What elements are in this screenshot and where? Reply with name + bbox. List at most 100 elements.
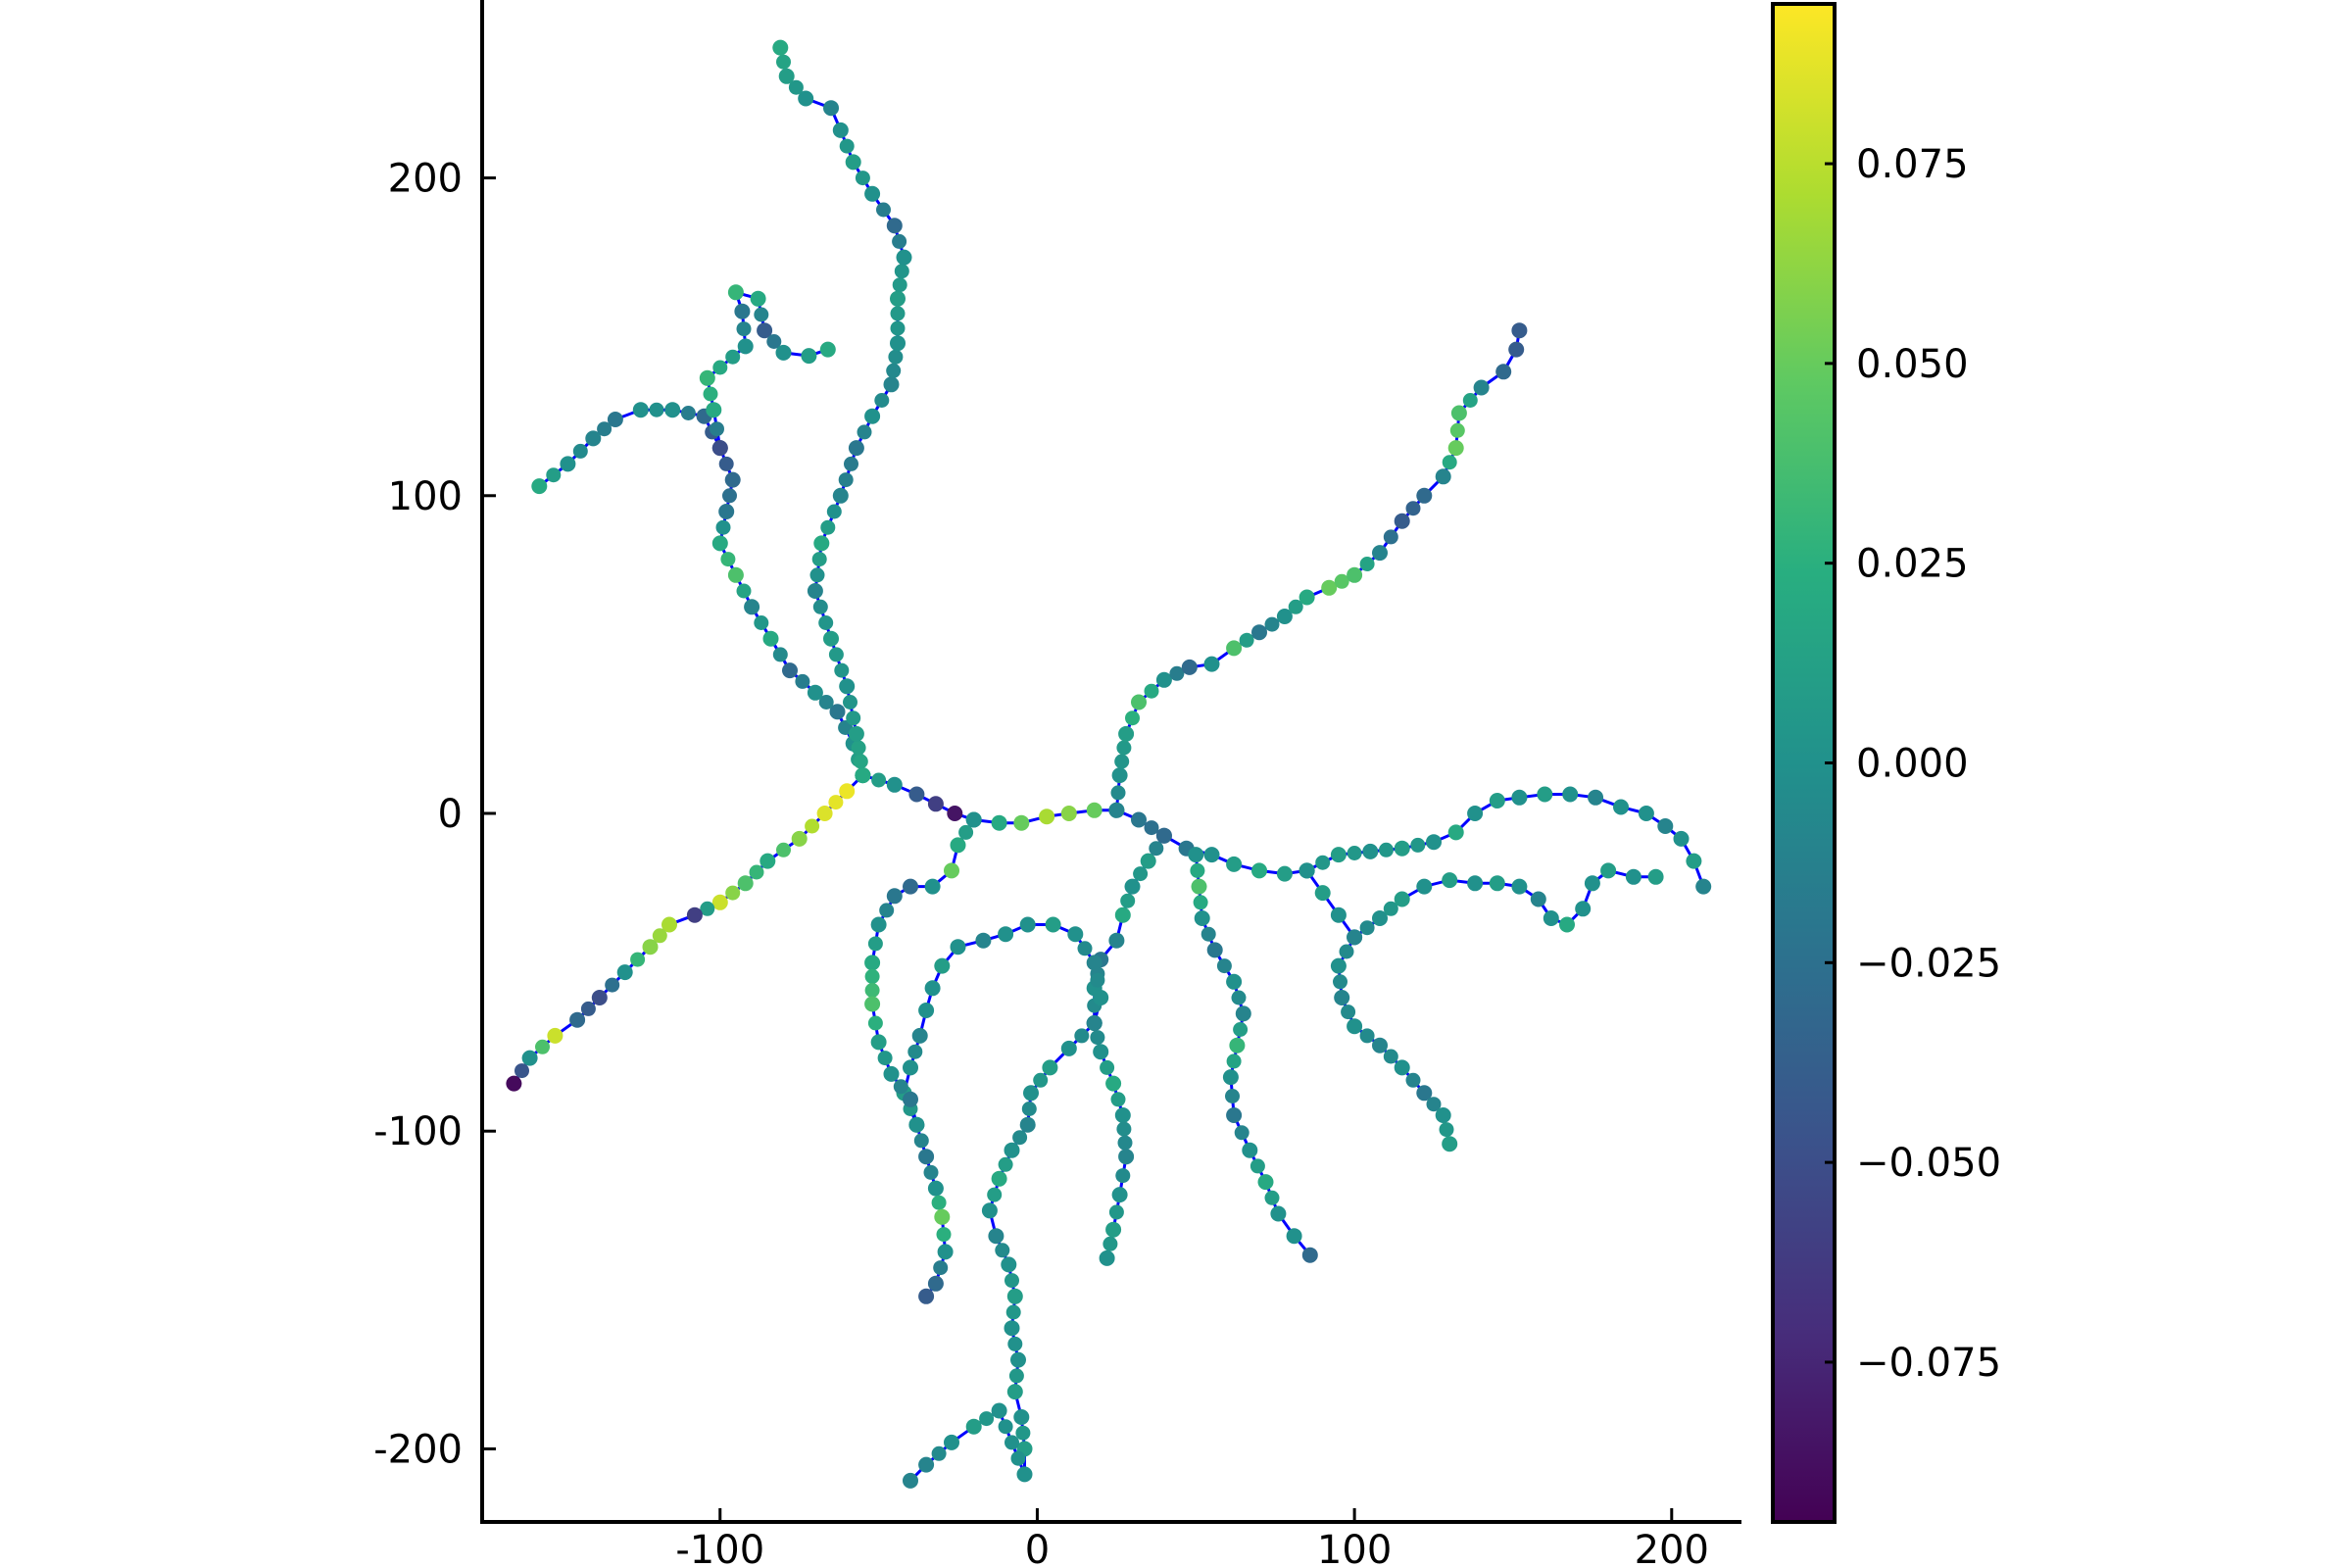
data-point <box>1099 1250 1115 1266</box>
colorbar: −0.075 −0.050 −0.025 0.000 0.025 0.050 0.075 <box>1771 2 2001 1524</box>
data-point <box>834 662 850 678</box>
data-point <box>1004 1273 1019 1289</box>
data-point <box>1023 1085 1039 1102</box>
data-point <box>883 1065 900 1082</box>
data-point <box>725 885 741 901</box>
data-point <box>1169 665 1185 681</box>
colorbar-tick-label: 0.000 <box>1856 742 1969 787</box>
data-point <box>1584 875 1600 892</box>
data-point <box>958 824 974 840</box>
colorbar-ticks: −0.075 −0.050 −0.025 0.000 0.025 0.050 0.075 <box>1825 142 2001 1386</box>
data-point <box>876 202 891 218</box>
data-point <box>1511 322 1528 339</box>
data-point <box>1467 875 1484 892</box>
data-point <box>1383 901 1398 916</box>
data-point <box>867 936 883 952</box>
data-point <box>1019 1116 1036 1133</box>
data-point <box>616 964 633 981</box>
data-point <box>864 996 881 1012</box>
data-point <box>1188 847 1204 863</box>
data-point <box>1442 455 1457 470</box>
data-point <box>632 402 649 418</box>
data-point <box>864 983 880 998</box>
data-point <box>828 795 844 810</box>
data-point <box>812 599 828 614</box>
data-point <box>630 952 646 967</box>
data-point <box>1276 609 1293 624</box>
data-point <box>1226 1054 1242 1069</box>
data-point <box>1330 847 1347 863</box>
data-point <box>1251 862 1267 879</box>
data-point <box>807 583 823 599</box>
data-point <box>754 615 769 630</box>
data-point <box>546 467 562 483</box>
data-point <box>965 811 982 828</box>
data-point <box>782 662 798 679</box>
data-point <box>995 1243 1010 1258</box>
data-point <box>1394 891 1410 907</box>
data-point <box>1450 405 1467 421</box>
data-point <box>1575 901 1592 917</box>
data-point <box>924 878 941 895</box>
data-point <box>886 363 902 378</box>
data-point <box>720 552 736 567</box>
data-point <box>913 1133 929 1149</box>
data-point <box>1347 566 1363 583</box>
data-point <box>1007 1336 1023 1351</box>
data-point <box>923 1164 939 1180</box>
data-point <box>1359 920 1375 936</box>
axes: -100 0 100 200 -200 -100 0 100 200 <box>373 0 1741 1568</box>
data-point <box>811 552 827 567</box>
data-point <box>722 488 737 504</box>
y-tick-label: 100 <box>388 474 463 519</box>
data-point <box>844 456 858 471</box>
data-point <box>1242 1142 1258 1158</box>
data-point <box>1339 944 1354 959</box>
data-point <box>823 630 839 647</box>
data-point <box>1013 1409 1030 1425</box>
data-point <box>864 185 881 202</box>
data-point <box>1473 379 1490 396</box>
data-point <box>1511 789 1528 806</box>
data-point <box>1093 990 1109 1005</box>
data-point <box>1039 808 1055 825</box>
data-point <box>807 684 823 701</box>
data-point <box>855 767 871 784</box>
data-point <box>981 1202 998 1219</box>
data-point <box>1543 910 1559 926</box>
data-point <box>1439 1122 1454 1138</box>
data-point <box>1442 1136 1458 1152</box>
data-point <box>908 786 925 803</box>
data-point <box>1225 1089 1240 1103</box>
data-point <box>1359 557 1375 571</box>
data-point <box>1004 1142 1020 1158</box>
data-point <box>813 535 830 552</box>
data-point <box>734 303 751 319</box>
data-point <box>1226 973 1243 990</box>
colorbar-tick-label: −0.075 <box>1856 1341 2001 1386</box>
data-point <box>1321 579 1338 596</box>
data-point <box>737 338 754 355</box>
data-point <box>1226 1107 1243 1123</box>
data-point <box>1222 1069 1239 1086</box>
data-point <box>1251 624 1267 641</box>
data-point <box>1117 1135 1133 1151</box>
data-point <box>1508 341 1525 358</box>
data-point <box>711 894 728 910</box>
data-point <box>1264 1190 1280 1205</box>
data-point <box>1216 958 1232 974</box>
data-point <box>991 1402 1007 1419</box>
data-point <box>1110 785 1126 801</box>
plot-area <box>506 39 1712 1489</box>
data-point <box>712 360 728 375</box>
data-point <box>1155 827 1172 844</box>
data-point <box>1005 1304 1021 1320</box>
data-point <box>877 1051 893 1066</box>
data-point <box>816 806 833 821</box>
data-point <box>1203 847 1220 863</box>
data-point <box>1334 990 1350 1005</box>
data-point <box>1416 487 1433 504</box>
data-point <box>1190 862 1205 878</box>
data-point <box>680 406 696 420</box>
data-point <box>1149 841 1164 857</box>
